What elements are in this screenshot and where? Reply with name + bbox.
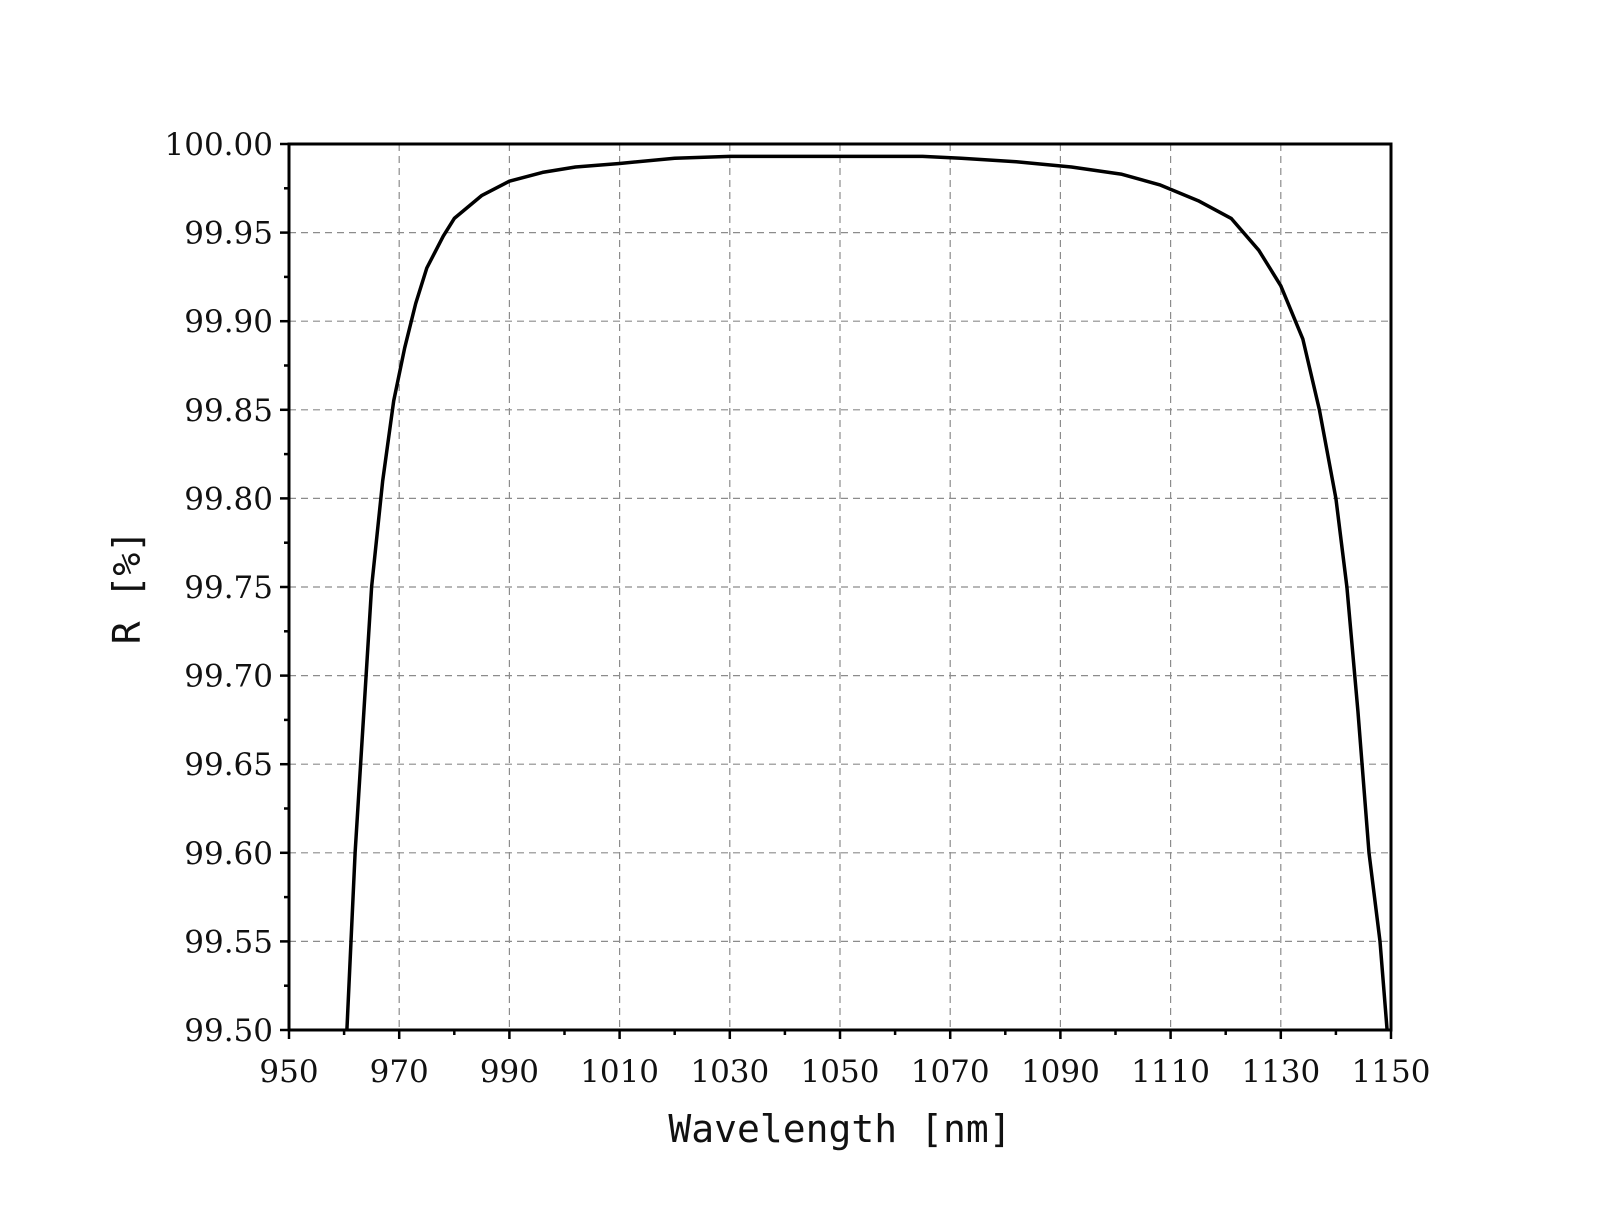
x-tick-label: 1030 (690, 1054, 769, 1090)
y-tick-label: 99.85 (184, 393, 273, 429)
grid (289, 144, 1391, 1030)
x-tick-label: 970 (370, 1054, 429, 1090)
y-tick-labels: 99.50 99.55 99.60 99.65 99.70 99.75 99.80 99.85… (165, 127, 273, 1049)
x-tick-label: 1050 (801, 1054, 880, 1090)
x-tick-label: 1010 (580, 1054, 659, 1090)
y-tick-label: 99.60 (184, 836, 273, 872)
y-tick-label: 100.00 (165, 127, 273, 163)
x-tick-labels: 950 970 990 1010 1030 1050 1070 1090 1110 1130 115… (259, 1054, 1430, 1090)
reflectance-curve (345, 154, 1389, 1031)
x-tick-label: 990 (480, 1054, 539, 1090)
x-tick-label: 1150 (1352, 1054, 1431, 1090)
minor-ticks (284, 187, 1338, 1035)
y-tick-label: 99.55 (184, 924, 273, 960)
plot-frame (287, 142, 1393, 1032)
x-tick-label: 1070 (911, 1054, 990, 1090)
major-ticks (280, 142, 1393, 1039)
x-tick-label: 1090 (1021, 1054, 1100, 1090)
y-tick-label: 99.65 (184, 747, 273, 783)
x-tick-label: 1130 (1241, 1054, 1320, 1090)
y-tick-label: 99.75 (184, 570, 273, 606)
y-tick-label: 99.90 (184, 304, 273, 340)
x-tick-label: 1110 (1131, 1054, 1210, 1090)
y-tick-label: 99.80 (184, 481, 273, 517)
x-axis-title: Wavelength [nm] (668, 1107, 1011, 1151)
y-tick-label: 99.50 (184, 1013, 273, 1049)
y-tick-label: 99.95 (184, 216, 273, 252)
y-tick-label: 99.70 (184, 659, 273, 695)
x-tick-label: 950 (259, 1054, 318, 1090)
y-axis-title: R [%] (105, 530, 149, 644)
